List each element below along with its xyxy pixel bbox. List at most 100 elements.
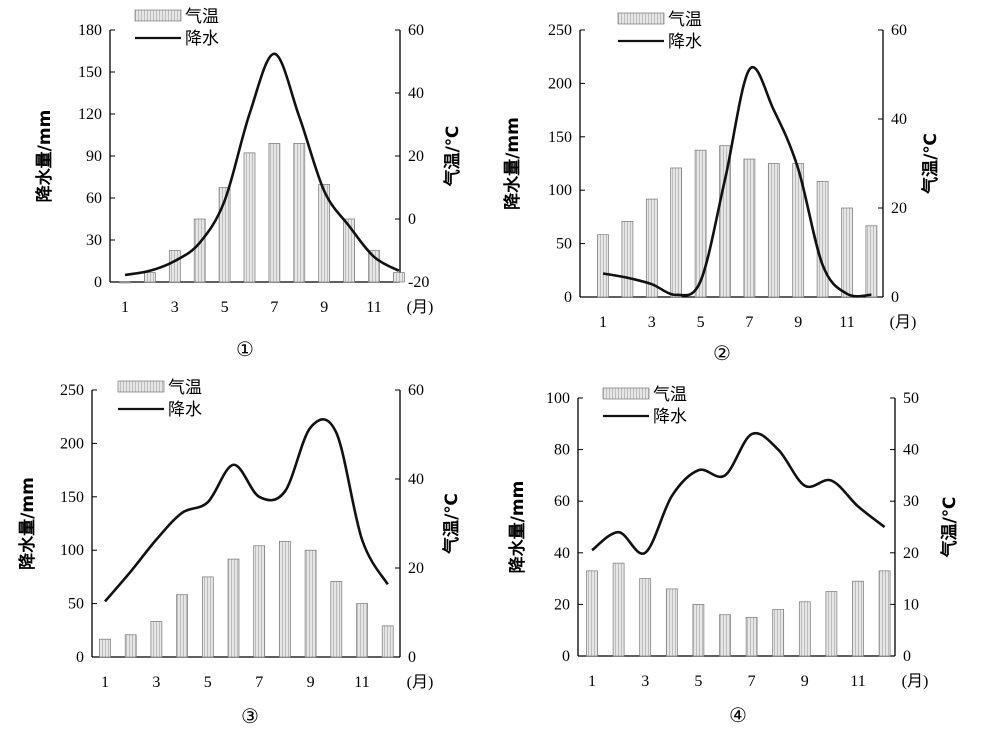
legend-temp-label: 气温 [168,378,202,398]
temperature-bar [621,221,634,298]
temperature-bar [639,578,652,657]
left-tick-label: 90 [86,148,102,165]
left-tick-label: 0 [562,648,570,665]
right-tick-label: -20 [408,274,429,291]
right-tick-label: 50 [903,390,919,407]
legend-temp-swatch [117,380,165,393]
x-tick-label: 1 [101,674,109,691]
right-tick-label: 40 [408,471,424,488]
left-tick-label: 200 [548,75,572,92]
right-axis-label: 气温/℃ [939,497,960,559]
temperature-bar [279,540,291,658]
temperature-bar [193,218,206,283]
right-tick-label: 40 [903,442,919,459]
left-tick-label: 60 [554,493,570,510]
left-tick-label: 100 [60,542,84,559]
x-tick-label: 1 [599,314,607,331]
x-unit-label: (月) [902,673,929,690]
left-axis-label: 降水量/mm [502,117,523,210]
temperature-bar [304,549,317,658]
right-tick-label: 30 [903,493,919,510]
left-tick-label: 30 [86,232,102,249]
left-tick-label: 150 [548,129,572,146]
x-tick-label: 3 [171,299,179,316]
right-tick-label: 60 [408,382,424,399]
x-tick-label: 9 [320,299,328,316]
temperature-bar [330,580,343,658]
left-tick-label: 250 [548,22,572,39]
temperature-bar [816,180,829,298]
x-tick-label: 9 [794,314,802,331]
right-tick-label: 0 [408,649,416,666]
temperature-bar [119,281,131,284]
x-unit-label: (月) [890,314,917,331]
x-tick-label: 5 [204,674,212,691]
x-tick-label: 5 [221,299,229,316]
temperature-bar [201,576,214,658]
left-tick-label: 100 [548,182,572,199]
x-tick-label: 3 [641,673,649,690]
temperature-bar [218,187,231,283]
temperature-bar [670,167,683,298]
right-tick-label: 40 [408,85,424,102]
legend-precip-label: 降水 [185,29,219,49]
temperature-bar [343,218,355,283]
x-tick-label: 1 [121,299,129,316]
chart-panel-3: 0 50 100 150 200 250 0 20 40 60 1 3 5 7 9 11 (月) 气温降水降水量/… [17,378,462,728]
left-tick-label: 250 [60,382,84,399]
chart-panel-2: 0 50 100 150 200 250 0 20 40 60 1 3 5 7 9 11 (月) 气温降水降水量/… [502,10,941,365]
legend-precip-label: 降水 [653,407,687,427]
left-tick-label: 40 [554,545,570,562]
temperature-bar [168,250,181,283]
x-unit-label: (月) [407,299,434,316]
precipitation-line [591,431,886,555]
precipitation-line [104,418,389,603]
temperature-bar [318,184,331,283]
x-tick-label: 11 [354,674,369,691]
temperature-bar [743,158,756,298]
left-tick-label: 100 [546,390,570,407]
temperature-bar [124,634,137,658]
left-tick-label: 200 [60,435,84,452]
right-tick-label: 0 [891,289,899,306]
legend-temp-label: 气温 [653,385,687,405]
temperature-bar [356,603,368,658]
chart-panel-4: 0 20 40 60 80 100 0 10 20 30 40 50 1 3 5 7 9 11 (月) 气温降水降水量… [507,385,960,727]
left-tick-label: 150 [60,489,84,506]
panel-number-label: ① [236,337,254,361]
left-tick-label: 20 [554,596,570,613]
legend-temp-label: 气温 [668,10,702,30]
left-tick-label: 60 [86,190,102,207]
left-tick-label: 50 [68,596,84,613]
temperature-bar [150,621,163,658]
x-tick-label: 9 [801,673,809,690]
right-tick-label: 20 [408,148,424,165]
legend-temp-label: 气温 [185,7,219,27]
temperature-bar [393,272,405,283]
left-tick-label: 150 [78,64,102,81]
temperature-bar [841,207,853,298]
legend-temp-swatch [134,9,182,22]
temperature-bar [144,272,156,283]
x-tick-label: 7 [748,673,756,690]
temperature-bar [745,616,758,657]
x-tick-label: 1 [588,673,596,690]
temperature-bar [227,558,240,658]
temperature-bar [243,152,256,283]
right-axis-label: 气温/℃ [441,493,462,555]
temperature-bar [99,638,111,658]
left-tick-label: 180 [78,22,102,39]
x-tick-label: 7 [255,674,263,691]
temperature-bar [381,625,394,658]
temperature-bar [694,149,707,298]
temperature-bar [176,594,188,658]
temperature-bar [692,604,705,657]
temperature-bar [825,591,838,657]
left-tick-label: 0 [76,649,84,666]
temperature-bar [767,163,780,298]
temperature-bar [368,250,380,283]
right-tick-label: 20 [408,560,424,577]
x-tick-label: 11 [850,673,865,690]
left-tick-label: 120 [78,106,102,123]
left-axis-label: 降水量/mm [34,110,55,203]
